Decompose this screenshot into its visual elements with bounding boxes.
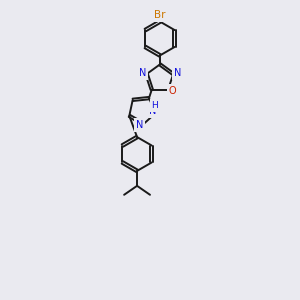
Text: N: N: [136, 120, 143, 130]
Text: N: N: [139, 68, 146, 78]
Text: N: N: [174, 68, 181, 78]
Text: O: O: [169, 85, 176, 96]
Text: N: N: [149, 106, 156, 116]
Text: Br: Br: [154, 10, 166, 20]
Text: H: H: [151, 101, 158, 110]
